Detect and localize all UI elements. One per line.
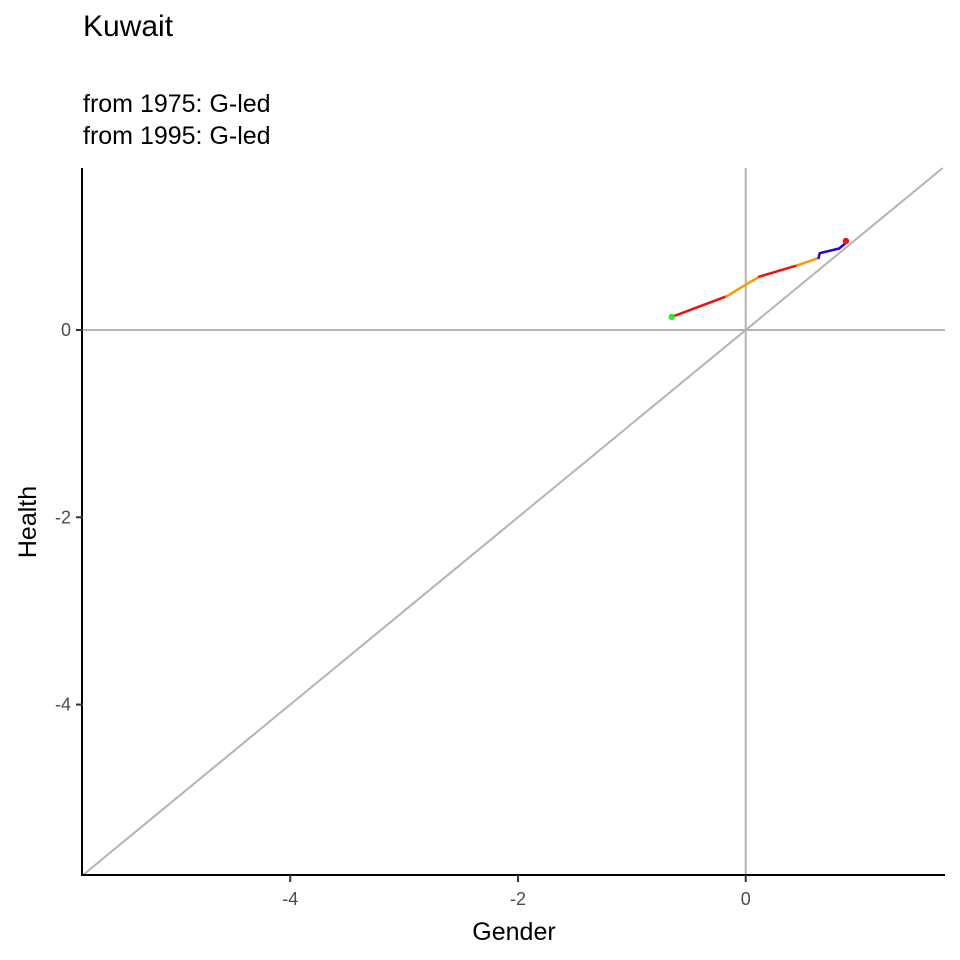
ticks: -4 -2 0 0 -2 -4 (55, 320, 751, 909)
point-marker-2 (842, 237, 850, 245)
chart-subtitle-line-1: from 1975: G-led (83, 90, 271, 118)
y-tick-label: -4 (55, 695, 71, 715)
x-axis-title: Gender (472, 918, 555, 946)
x-tick-label: -4 (282, 889, 298, 909)
x-tick-label: -2 (510, 889, 526, 909)
y-tick-label: -2 (55, 507, 71, 527)
series-segment-1 (670, 295, 728, 319)
axes (81, 168, 945, 876)
reference-line-diagonal (82, 167, 944, 876)
y-tick-label: 0 (61, 320, 71, 340)
series-layer (668, 237, 850, 321)
series-segment-3 (758, 264, 799, 278)
series-segment-5 (817, 242, 847, 260)
series-segment-4 (795, 256, 820, 267)
chart-subtitle-line-2: from 1995: G-led (83, 122, 271, 150)
y-axis-title: Health (14, 486, 42, 558)
series-segment-2 (725, 275, 761, 298)
reference-lines (82, 167, 945, 876)
chart-title: Kuwait (83, 10, 174, 43)
x-tick-label: 0 (741, 889, 751, 909)
point-marker-1 (668, 313, 675, 321)
